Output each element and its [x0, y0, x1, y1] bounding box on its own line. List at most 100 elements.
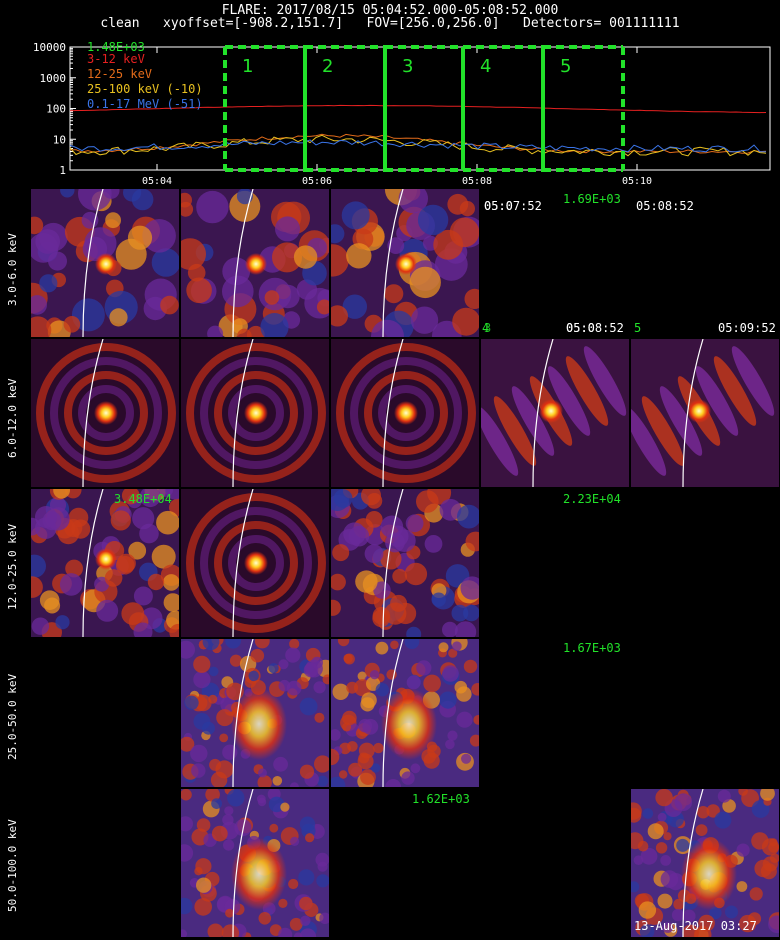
emission-blob [361, 692, 377, 708]
emission-blob [469, 734, 479, 747]
emission-blob [416, 490, 439, 513]
solar-limb [232, 789, 254, 937]
emission-blob [343, 653, 353, 664]
emission-blob [322, 674, 329, 685]
image-tile-r1-c1 [31, 189, 179, 337]
source-core [381, 688, 437, 760]
emission-blob [380, 548, 402, 570]
emission-blob [290, 836, 300, 846]
emission-blob [299, 697, 318, 716]
emission-blob [631, 807, 642, 823]
emission-blob [222, 744, 238, 760]
ring [200, 507, 312, 619]
ring [228, 535, 284, 591]
ring [378, 385, 434, 441]
y-tick-label: 1000 [40, 72, 67, 85]
source-core [95, 253, 117, 275]
emission-blob [697, 806, 710, 819]
emission-blob [207, 923, 224, 937]
emission-blob [406, 675, 421, 690]
emission-blob [110, 510, 131, 531]
emission-blob [452, 307, 479, 336]
ring [200, 357, 312, 469]
lightcurve-axes: 10000 1000 100 10 1 05:04 05:06 05:08 05:10 [33, 41, 771, 187]
emission-blob [401, 771, 415, 785]
row2-interval-num-a: 4 [482, 321, 490, 335]
emission-blob [156, 510, 179, 535]
image-tile-r5-c5 [631, 789, 779, 937]
emission-blob [423, 674, 441, 693]
emission-blob [384, 284, 404, 304]
image-tile-r5-c2 [181, 789, 329, 937]
interval-label: 2 [322, 56, 333, 77]
image-tile-r1-c3 [331, 189, 479, 337]
emission-blob [371, 319, 404, 337]
emission-blob [169, 623, 179, 637]
emission-blob [709, 906, 722, 920]
ring [364, 371, 448, 455]
emission-blob [299, 896, 313, 911]
emission-blob [225, 908, 234, 918]
emission-blob [445, 739, 455, 750]
emission-blob [717, 789, 731, 803]
legend-entry: 25-100 keV (-10) [87, 82, 203, 96]
source-core [95, 548, 117, 570]
source-core [245, 253, 267, 275]
emission-blob [121, 489, 140, 505]
emission-blob [181, 816, 193, 832]
emission-blob [35, 506, 57, 528]
emission-blob [638, 901, 657, 919]
series-25-100kev [69, 134, 767, 157]
emission-blob [260, 313, 289, 337]
emission-blob [390, 640, 399, 650]
emission-blob [461, 753, 472, 764]
emission-blob [293, 245, 318, 269]
emission-blob [248, 670, 259, 682]
emission-blob [748, 912, 762, 926]
emission-blob [278, 898, 288, 908]
emission-blob [181, 844, 194, 862]
emission-blob [357, 753, 374, 770]
ring [214, 521, 298, 605]
emission-blob [369, 670, 380, 680]
x-tick-label: 05:06 [302, 176, 332, 187]
emission-blob [96, 599, 119, 622]
emission-blob [417, 204, 449, 236]
stripe [695, 366, 739, 436]
emission-blob [142, 219, 176, 253]
emission-blob [236, 189, 253, 205]
emission-blob [332, 683, 349, 700]
emission-blob [211, 798, 222, 809]
emission-blob [222, 814, 234, 826]
emission-blob [31, 554, 46, 578]
emission-blob [362, 718, 379, 735]
interval-label: 4 [480, 56, 491, 77]
emission-blob [439, 498, 462, 521]
emission-blob [55, 615, 70, 630]
legend-entry: 0.1-17 MeV (-51) [87, 97, 203, 111]
emission-blob [191, 763, 206, 778]
emission-blob [331, 305, 348, 327]
emission-blob [163, 593, 179, 612]
emission-blob [439, 691, 457, 709]
emission-blob [300, 915, 311, 926]
row3-max-left: 3.48E+04 [114, 492, 172, 506]
emission-blob [181, 201, 194, 217]
image-tile-r2-c3 [331, 339, 479, 487]
emission-blob [339, 770, 348, 779]
emission-blob [762, 856, 778, 872]
emission-blob [655, 842, 668, 854]
stripe [511, 386, 555, 456]
emission-blob [288, 878, 299, 890]
emission-blob [268, 663, 279, 674]
emission-blob [736, 881, 748, 892]
emission-blob [660, 855, 672, 866]
emission-blob [657, 893, 673, 909]
emission-blob [31, 316, 52, 337]
energy-label-4: 25.0-50.0 keV [6, 673, 19, 760]
emission-blob [286, 680, 302, 696]
lightcurve-max-label: 1.48E+03 [87, 40, 145, 54]
emission-blob [331, 729, 341, 741]
emission-blob [195, 694, 212, 712]
interval-label: 5 [560, 56, 571, 77]
